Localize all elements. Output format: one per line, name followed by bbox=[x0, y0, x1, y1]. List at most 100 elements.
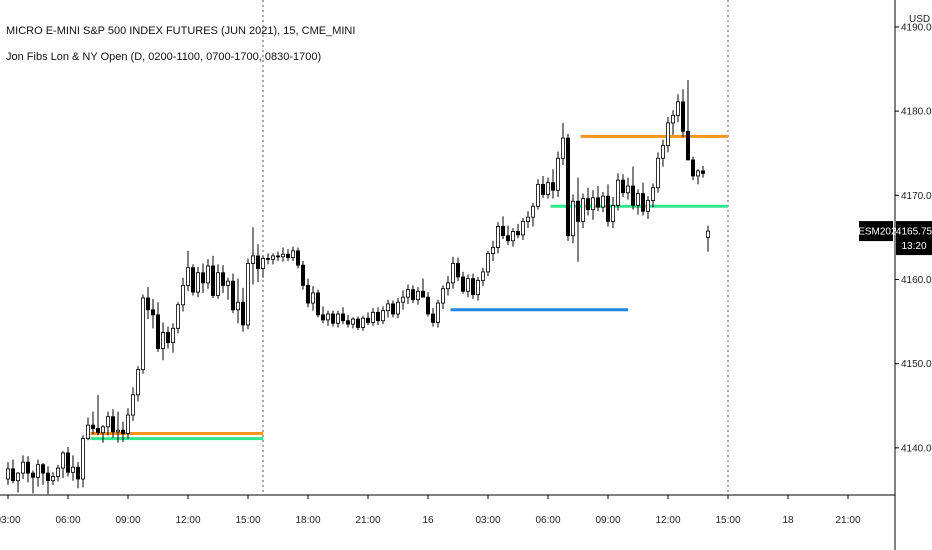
candle-body bbox=[160, 332, 165, 349]
x-tick-label: 12:00 bbox=[175, 515, 200, 526]
y-tick-label: 4140.00 bbox=[901, 443, 932, 454]
x-tick-label: 15:00 bbox=[715, 515, 740, 526]
candle-body bbox=[546, 182, 551, 195]
candle-body bbox=[395, 301, 400, 315]
candle-body bbox=[621, 179, 626, 194]
x-tick-label: 18 bbox=[782, 515, 794, 526]
candle-body bbox=[350, 318, 355, 325]
x-tick-label: 21:00 bbox=[835, 515, 860, 526]
candle-body bbox=[631, 185, 636, 206]
candle-body bbox=[111, 416, 116, 433]
candle-body bbox=[280, 253, 285, 258]
candle-body bbox=[641, 193, 646, 212]
candle-body bbox=[706, 230, 711, 238]
candle-body bbox=[135, 369, 140, 396]
fib-level-lines bbox=[90, 134, 728, 441]
candle-body bbox=[320, 314, 325, 321]
candle-body bbox=[516, 231, 521, 236]
candle-body bbox=[611, 205, 616, 222]
candle-body bbox=[275, 255, 280, 258]
candle-body bbox=[671, 114, 676, 124]
candle-body bbox=[36, 464, 41, 478]
x-tick-label: 21:00 bbox=[355, 515, 380, 526]
candle-body bbox=[30, 472, 35, 478]
candle-body bbox=[666, 122, 671, 147]
candle-body bbox=[616, 179, 621, 206]
candle-body bbox=[586, 198, 591, 211]
candle-body bbox=[551, 182, 556, 191]
x-tick-label: 09:00 bbox=[595, 515, 620, 526]
candle-body bbox=[591, 197, 596, 211]
y-tick-label: 4150.00 bbox=[901, 359, 932, 370]
candle-body bbox=[96, 428, 101, 434]
candle-body bbox=[170, 327, 175, 344]
candle-body bbox=[485, 252, 490, 273]
x-tick-label: 09:00 bbox=[115, 515, 140, 526]
currency-label: USD bbox=[909, 14, 930, 25]
candle-body bbox=[360, 317, 365, 328]
candle-body bbox=[606, 195, 611, 222]
candle-body bbox=[285, 253, 290, 259]
x-tick-label: 03:00 bbox=[475, 515, 500, 526]
candle-body bbox=[46, 472, 51, 482]
candle-body bbox=[390, 303, 395, 315]
candle-body bbox=[370, 311, 375, 323]
candle-body bbox=[305, 284, 310, 304]
candle-body bbox=[410, 289, 415, 301]
candle-body bbox=[250, 255, 255, 264]
candle-body bbox=[175, 304, 180, 329]
x-tick-label: 03:00 bbox=[0, 515, 21, 526]
candle-body bbox=[121, 429, 126, 434]
candle-body bbox=[91, 424, 96, 429]
ticker-badge-text: MESM2021 bbox=[850, 227, 903, 238]
candle-body bbox=[656, 157, 661, 189]
candle-body bbox=[295, 250, 300, 266]
candle-body bbox=[576, 200, 581, 222]
candle-body bbox=[10, 468, 15, 482]
candle-body bbox=[505, 235, 510, 242]
countdown-text: 13:20 bbox=[901, 241, 926, 252]
candle-body bbox=[15, 472, 20, 482]
candle-body bbox=[415, 290, 420, 301]
candle-body bbox=[260, 258, 265, 269]
x-tick-label: 12:00 bbox=[655, 515, 680, 526]
candle-body bbox=[6, 468, 11, 480]
candle-body bbox=[81, 438, 86, 480]
candle-body bbox=[455, 263, 460, 278]
candle-body bbox=[701, 170, 706, 174]
candle-body bbox=[215, 272, 220, 296]
candle-body bbox=[195, 272, 200, 293]
candle-body bbox=[270, 255, 275, 260]
candle-body bbox=[566, 137, 571, 237]
candle-body bbox=[676, 101, 681, 116]
candle-body bbox=[220, 272, 225, 286]
y-tick-label: 4190.00 bbox=[901, 22, 932, 33]
candle-body bbox=[116, 429, 121, 433]
candle-body bbox=[596, 197, 601, 208]
candle-body bbox=[420, 290, 425, 298]
candle-body bbox=[405, 289, 410, 298]
candle-body bbox=[475, 279, 480, 296]
candle-body bbox=[541, 183, 546, 195]
candle-body bbox=[435, 302, 440, 323]
candle-body bbox=[661, 145, 666, 159]
chart-title: MICRO E-MINI S&P 500 INDEX FUTURES (JUN … bbox=[6, 25, 356, 37]
x-tick-label: 15:00 bbox=[235, 515, 260, 526]
y-tick-label: 4160.00 bbox=[901, 275, 932, 286]
candle-body bbox=[556, 157, 561, 191]
indicator-label: Jon Fibs Lon & NY Open (D, 0200-1100, 07… bbox=[6, 51, 322, 63]
candle-body bbox=[66, 452, 71, 473]
candle-body bbox=[265, 258, 270, 260]
candle-body bbox=[450, 263, 455, 284]
candle-body bbox=[465, 278, 470, 292]
candle-body bbox=[470, 278, 475, 296]
candle-body bbox=[76, 466, 81, 480]
y-tick-label: 4170.00 bbox=[901, 191, 932, 202]
candle-body bbox=[571, 200, 576, 237]
candle-body bbox=[626, 185, 631, 194]
candle-body bbox=[521, 221, 526, 236]
candle-body bbox=[310, 292, 315, 304]
candle-body bbox=[380, 310, 385, 322]
